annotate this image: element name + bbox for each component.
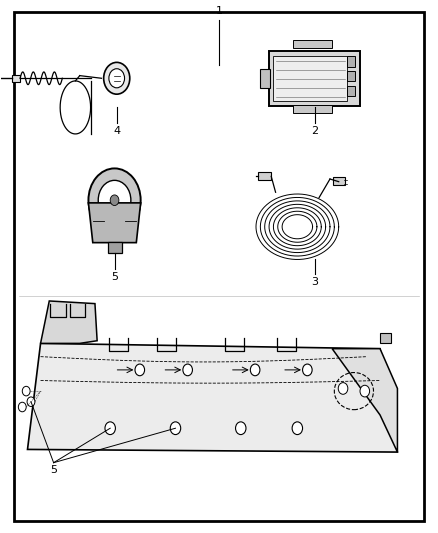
Text: 3: 3: [311, 277, 318, 287]
Bar: [380, 333, 391, 343]
Circle shape: [292, 422, 303, 434]
Text: 5: 5: [50, 465, 57, 475]
Bar: [269, 51, 360, 106]
Bar: [293, 40, 332, 47]
Bar: [347, 86, 355, 96]
Circle shape: [22, 386, 30, 396]
Polygon shape: [41, 301, 97, 343]
Polygon shape: [332, 349, 397, 452]
Circle shape: [236, 422, 246, 434]
Text: 1: 1: [215, 6, 223, 16]
Circle shape: [135, 364, 145, 376]
Bar: [333, 177, 345, 185]
Circle shape: [183, 364, 192, 376]
Polygon shape: [28, 343, 397, 452]
Ellipse shape: [88, 168, 141, 232]
Circle shape: [105, 422, 116, 434]
Text: 4: 4: [113, 126, 120, 136]
Bar: [347, 71, 355, 82]
Circle shape: [110, 195, 119, 206]
Circle shape: [109, 69, 124, 88]
Bar: [293, 106, 332, 113]
Circle shape: [18, 402, 26, 412]
Bar: [273, 56, 347, 101]
Circle shape: [360, 385, 370, 397]
Bar: [258, 172, 271, 180]
Text: 2: 2: [311, 126, 318, 136]
Circle shape: [338, 383, 348, 394]
Bar: [260, 69, 270, 88]
Ellipse shape: [98, 180, 131, 220]
Polygon shape: [88, 203, 141, 243]
Bar: [12, 75, 20, 82]
Circle shape: [303, 364, 312, 376]
Bar: [108, 241, 121, 253]
Circle shape: [104, 62, 130, 94]
Circle shape: [170, 422, 181, 434]
Circle shape: [27, 397, 35, 407]
Bar: [347, 56, 355, 67]
Text: 5: 5: [111, 272, 118, 282]
Circle shape: [251, 364, 260, 376]
